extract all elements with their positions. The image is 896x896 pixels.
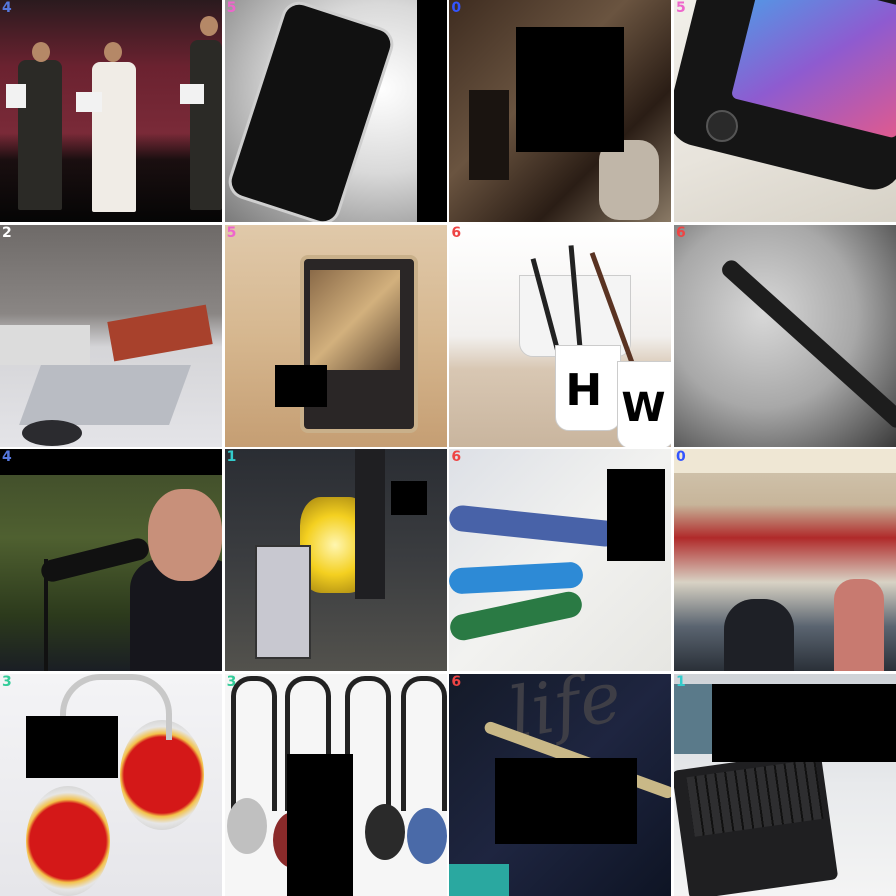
redaction-box [26,715,118,778]
redaction-box [516,27,625,152]
grid-tile-laptop: 1 [673,673,896,896]
tile-label: 5 [226,0,237,16]
desk-photo [0,224,222,447]
redaction-box [274,364,327,407]
grid-tile-iphone-closeup: 5 [673,0,896,222]
tile-label: 0 [451,0,462,16]
phone-outline-photo [224,0,447,222]
tile-label: 5 [226,224,237,241]
iphone-closeup-photo [673,0,896,222]
pen-photo [673,224,896,447]
grid-tile-stage-readers: 4 [0,0,222,222]
redaction-box [390,481,427,516]
tile-label: 4 [2,0,12,16]
grid-tile-lamp-laptops: 1 [224,449,447,672]
tile-label: 5 [675,0,686,16]
grid-tile-red-headphones: 3 [0,673,222,896]
redaction-box [607,469,666,562]
redaction-box [495,757,638,844]
grid-tile-speaker: 4 [0,449,222,672]
tile-label: 6 [675,224,686,241]
redaction-box [711,683,896,762]
pens-mugs-photo: H W [449,224,672,447]
htc-phone-photo [224,224,447,447]
tile-label: 1 [226,449,237,466]
tile-label: 1 [675,673,686,690]
grid-tile-antiques: 0 [449,0,672,222]
grid-tile-pens-mugs: H W 6 [449,224,672,447]
tile-label: 4 [2,449,12,466]
tile-label: 6 [451,449,462,466]
grid-tile-blue-pens: 6 [449,449,672,672]
mug-letter-h: H [565,364,603,416]
grid-tile-htc-phone: 5 [224,224,447,447]
grid-tile-headphones-row: 3 [224,673,447,896]
grid-tile-chinese-stage: 0 [673,449,896,672]
chinese-stage-photo [673,449,896,672]
tile-label: 6 [451,673,462,690]
grid-tile-phone-outline: 5 [224,0,447,222]
grid-tile-notebook: life 6 [449,673,672,896]
tile-label: 6 [451,224,462,241]
tile-label: 2 [2,224,12,241]
grid-tile-desk: 2 [0,224,222,447]
redaction-box [286,753,353,896]
tile-label: 3 [226,673,237,690]
red-headphones-photo [0,673,222,896]
speaker-photo [0,449,222,672]
redaction-box [0,449,222,476]
tile-label: 3 [2,673,12,690]
stage-readers-photo [0,0,222,222]
grid-tile-pen: 6 [673,224,896,447]
tile-label: 0 [675,449,686,466]
mug-letter-w: W [621,384,666,431]
